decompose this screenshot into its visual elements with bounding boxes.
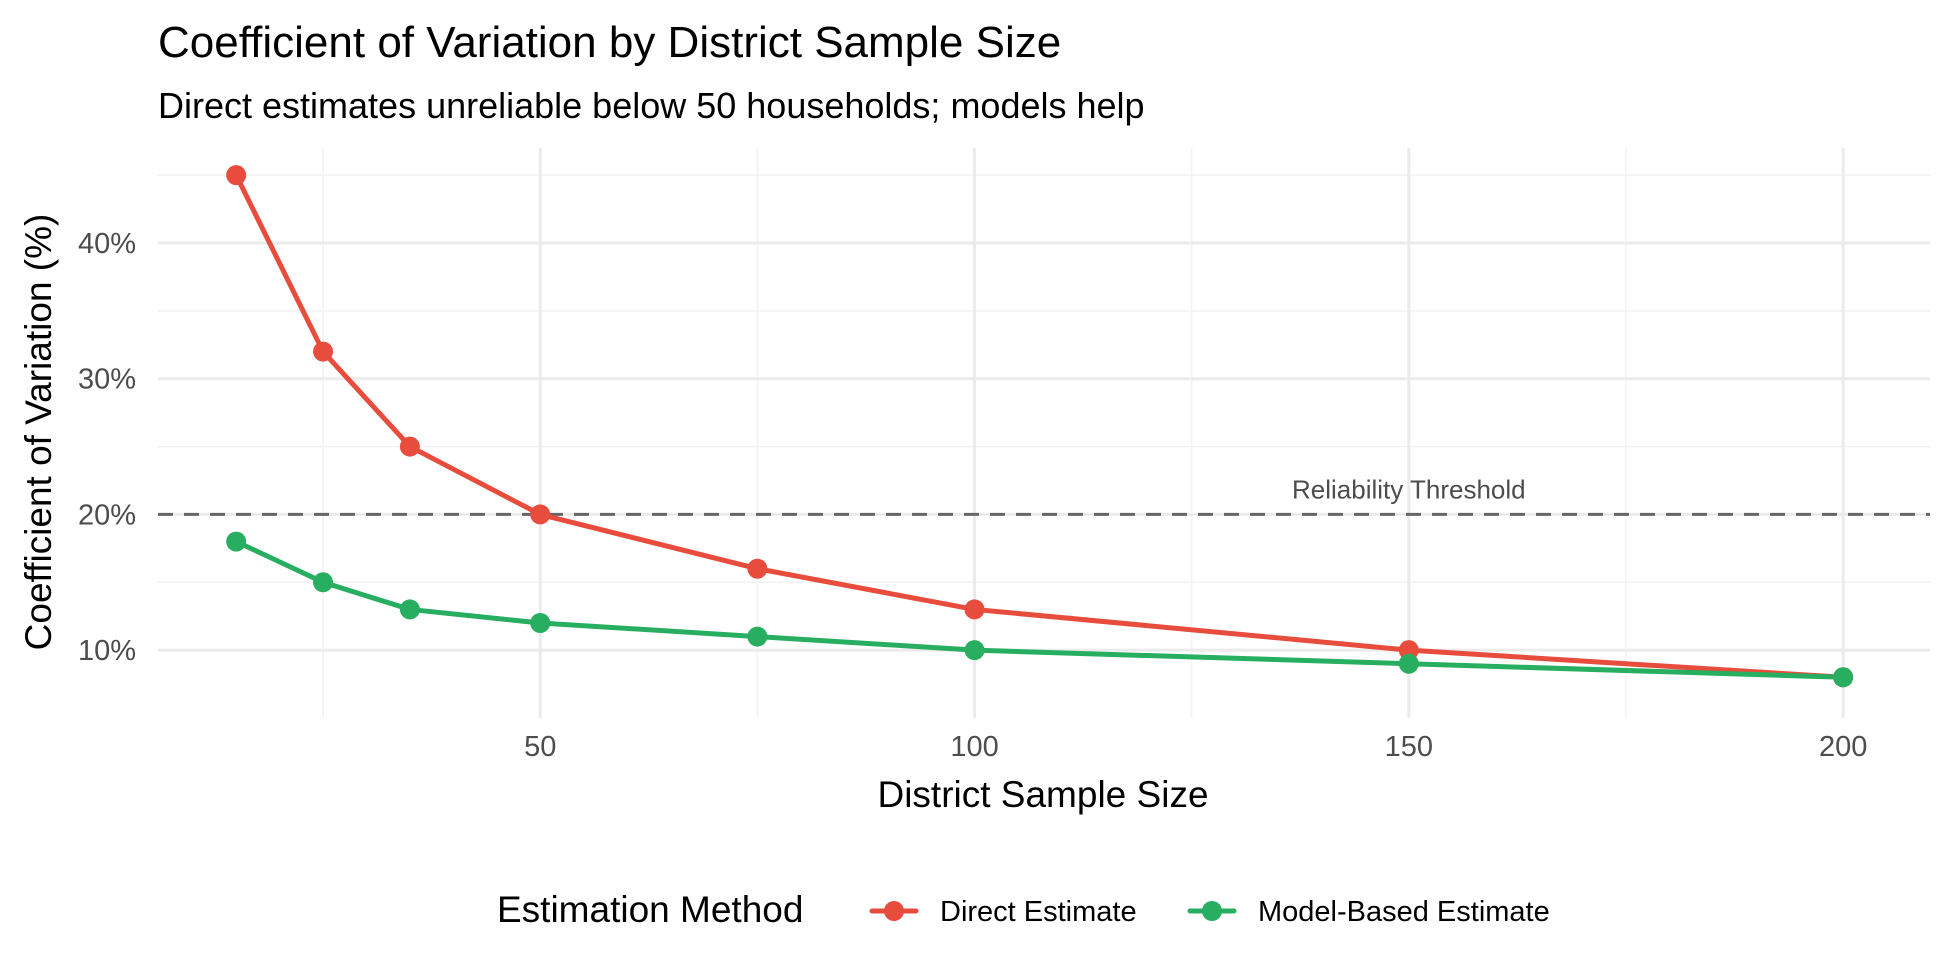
series-point-1	[747, 626, 768, 647]
series-point-1	[530, 613, 551, 633]
x-tick-label: 100	[950, 731, 998, 763]
series-point-0	[530, 504, 551, 525]
series-point-1	[399, 599, 420, 620]
reference-line-layer: Reliability Threshold	[158, 474, 1930, 516]
legend-label: Model-Based Estimate	[1258, 896, 1550, 928]
reliability-threshold-label: Reliability Threshold	[1292, 474, 1526, 504]
chart-subtitle: Direct estimates unreliable below 50 hou…	[158, 85, 1145, 126]
legend-key-point	[884, 901, 904, 921]
series-point-1	[226, 531, 247, 552]
series-point-0	[399, 436, 420, 457]
series-layer	[226, 165, 1854, 688]
series-line-1	[233, 539, 1846, 680]
series-line-0	[233, 172, 1846, 680]
major-gridlines	[158, 148, 1930, 718]
legend-title: Estimation Method	[497, 889, 803, 930]
series-point-0	[226, 165, 247, 186]
y-tick-label: 30%	[78, 364, 136, 396]
y-tick-label: 10%	[78, 635, 136, 667]
legend-items: Direct Estimate Model-Based Estimate	[869, 896, 1550, 928]
series-point-1	[1833, 667, 1854, 688]
series-point-0	[964, 599, 985, 620]
legend-label: Direct Estimate	[940, 896, 1137, 928]
x-tick-label: 50	[524, 731, 556, 763]
legend: Estimation Method Direct Estimate Model-B…	[497, 889, 1550, 930]
legend-key-point	[1202, 901, 1222, 921]
y-axis-ticks: 10% 20% 30% 40%	[78, 228, 136, 667]
x-axis-title: District Sample Size	[877, 774, 1208, 815]
chart-title: Coefficient of Variation by District Sam…	[158, 18, 1061, 67]
series-point-0	[747, 558, 768, 579]
series-point-0	[313, 341, 334, 362]
minor-gridlines	[158, 148, 1930, 718]
series-point-1	[313, 572, 334, 593]
y-tick-label: 20%	[78, 499, 136, 531]
y-axis-title: Coefficient of Variation (%)	[18, 214, 59, 651]
x-tick-label: 150	[1385, 731, 1433, 763]
x-axis-ticks: 50 100 150 200	[524, 731, 1867, 763]
series-point-1	[964, 640, 985, 661]
y-tick-label: 40%	[78, 228, 136, 260]
x-tick-label: 200	[1819, 731, 1867, 763]
series-point-1	[1398, 653, 1419, 674]
